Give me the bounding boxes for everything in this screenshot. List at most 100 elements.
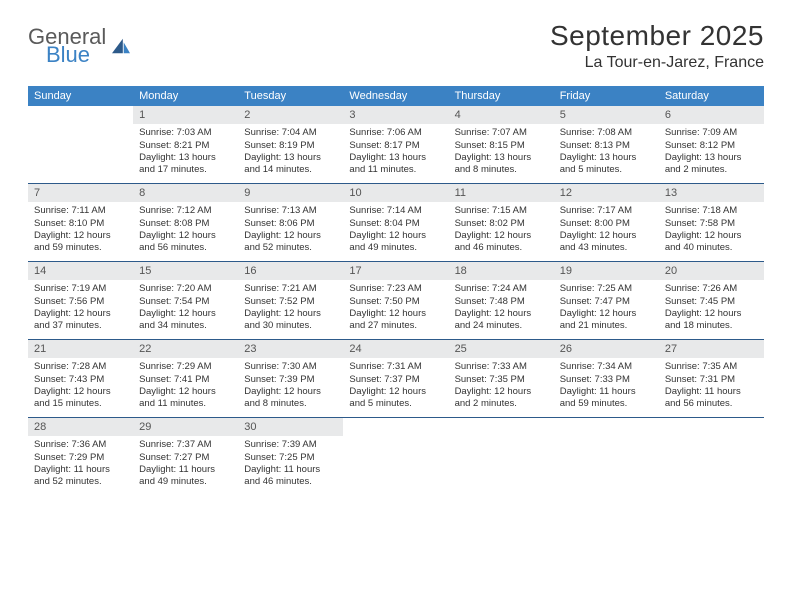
sunset-text: Sunset: 8:19 PM <box>244 140 337 152</box>
brand-logo: General Blue <box>28 20 132 66</box>
calendar-cell: 26Sunrise: 7:34 AMSunset: 7:33 PMDayligh… <box>554 340 659 418</box>
daylight-text: Daylight: 13 hours and 5 minutes. <box>560 152 653 177</box>
day-number: 19 <box>554 262 659 280</box>
day-number: 28 <box>28 418 133 436</box>
calendar-cell: 22Sunrise: 7:29 AMSunset: 7:41 PMDayligh… <box>133 340 238 418</box>
sunset-text: Sunset: 7:47 PM <box>560 296 653 308</box>
sunrise-text: Sunrise: 7:35 AM <box>665 361 758 373</box>
calendar-cell: 13Sunrise: 7:18 AMSunset: 7:58 PMDayligh… <box>659 184 764 262</box>
weekday-header: Friday <box>554 86 659 106</box>
daylight-text: Daylight: 11 hours and 59 minutes. <box>560 386 653 411</box>
calendar-cell: 28Sunrise: 7:36 AMSunset: 7:29 PMDayligh… <box>28 418 133 496</box>
day-number: 1 <box>133 106 238 124</box>
location-subtitle: La Tour-en-Jarez, France <box>550 54 764 72</box>
sunrise-text: Sunrise: 7:23 AM <box>349 283 442 295</box>
sunrise-text: Sunrise: 7:20 AM <box>139 283 232 295</box>
sunrise-text: Sunrise: 7:25 AM <box>560 283 653 295</box>
calendar-cell: 17Sunrise: 7:23 AMSunset: 7:50 PMDayligh… <box>343 262 448 340</box>
daylight-text: Daylight: 12 hours and 46 minutes. <box>455 230 548 255</box>
sunrise-text: Sunrise: 7:29 AM <box>139 361 232 373</box>
sunset-text: Sunset: 7:56 PM <box>34 296 127 308</box>
sunrise-text: Sunrise: 7:28 AM <box>34 361 127 373</box>
sunset-text: Sunset: 8:13 PM <box>560 140 653 152</box>
day-number: 11 <box>449 184 554 202</box>
day-number: 21 <box>28 340 133 358</box>
weekday-header: Thursday <box>449 86 554 106</box>
sunrise-text: Sunrise: 7:09 AM <box>665 127 758 139</box>
sunrise-text: Sunrise: 7:06 AM <box>349 127 442 139</box>
sunset-text: Sunset: 8:15 PM <box>455 140 548 152</box>
calendar-cell: 25Sunrise: 7:33 AMSunset: 7:35 PMDayligh… <box>449 340 554 418</box>
sunrise-text: Sunrise: 7:21 AM <box>244 283 337 295</box>
calendar-cell: 1Sunrise: 7:03 AMSunset: 8:21 PMDaylight… <box>133 106 238 184</box>
sunrise-text: Sunrise: 7:24 AM <box>455 283 548 295</box>
month-title: September 2025 <box>550 20 764 52</box>
sunrise-text: Sunrise: 7:13 AM <box>244 205 337 217</box>
calendar-cell: 30Sunrise: 7:39 AMSunset: 7:25 PMDayligh… <box>238 418 343 496</box>
calendar-cell: 4Sunrise: 7:07 AMSunset: 8:15 PMDaylight… <box>449 106 554 184</box>
sunrise-text: Sunrise: 7:39 AM <box>244 439 337 451</box>
sunrise-text: Sunrise: 7:03 AM <box>139 127 232 139</box>
sail-icon <box>110 37 132 55</box>
sunset-text: Sunset: 8:08 PM <box>139 218 232 230</box>
sunset-text: Sunset: 7:43 PM <box>34 374 127 386</box>
sunset-text: Sunset: 7:52 PM <box>244 296 337 308</box>
daylight-text: Daylight: 12 hours and 49 minutes. <box>349 230 442 255</box>
sunrise-text: Sunrise: 7:36 AM <box>34 439 127 451</box>
daylight-text: Daylight: 11 hours and 49 minutes. <box>139 464 232 489</box>
day-number: 2 <box>238 106 343 124</box>
sunset-text: Sunset: 7:27 PM <box>139 452 232 464</box>
day-number: 4 <box>449 106 554 124</box>
day-number: 25 <box>449 340 554 358</box>
day-number: 8 <box>133 184 238 202</box>
daylight-text: Daylight: 12 hours and 8 minutes. <box>244 386 337 411</box>
daylight-text: Daylight: 12 hours and 21 minutes. <box>560 308 653 333</box>
daylight-text: Daylight: 12 hours and 27 minutes. <box>349 308 442 333</box>
day-number: 15 <box>133 262 238 280</box>
calendar-cell: 20Sunrise: 7:26 AMSunset: 7:45 PMDayligh… <box>659 262 764 340</box>
sunrise-text: Sunrise: 7:30 AM <box>244 361 337 373</box>
day-number: 6 <box>659 106 764 124</box>
daylight-text: Daylight: 12 hours and 43 minutes. <box>560 230 653 255</box>
calendar-page: General Blue September 2025 La Tour-en-J… <box>0 0 792 496</box>
sunset-text: Sunset: 8:12 PM <box>665 140 758 152</box>
day-number: 3 <box>343 106 448 124</box>
calendar-cell: 14Sunrise: 7:19 AMSunset: 7:56 PMDayligh… <box>28 262 133 340</box>
page-header: General Blue September 2025 La Tour-en-J… <box>28 20 764 72</box>
weekday-header: Tuesday <box>238 86 343 106</box>
daylight-text: Daylight: 12 hours and 24 minutes. <box>455 308 548 333</box>
calendar-cell: 8Sunrise: 7:12 AMSunset: 8:08 PMDaylight… <box>133 184 238 262</box>
day-number: 20 <box>659 262 764 280</box>
daylight-text: Daylight: 12 hours and 56 minutes. <box>139 230 232 255</box>
sunset-text: Sunset: 8:00 PM <box>560 218 653 230</box>
day-number: 5 <box>554 106 659 124</box>
calendar-cell: 7Sunrise: 7:11 AMSunset: 8:10 PMDaylight… <box>28 184 133 262</box>
daylight-text: Daylight: 12 hours and 5 minutes. <box>349 386 442 411</box>
day-number: 12 <box>554 184 659 202</box>
weekday-header: Monday <box>133 86 238 106</box>
sunrise-text: Sunrise: 7:34 AM <box>560 361 653 373</box>
calendar-cell: 23Sunrise: 7:30 AMSunset: 7:39 PMDayligh… <box>238 340 343 418</box>
sunrise-text: Sunrise: 7:19 AM <box>34 283 127 295</box>
day-number: 7 <box>28 184 133 202</box>
sunrise-text: Sunrise: 7:33 AM <box>455 361 548 373</box>
calendar-grid: SundayMondayTuesdayWednesdayThursdayFrid… <box>28 86 764 496</box>
sunset-text: Sunset: 8:21 PM <box>139 140 232 152</box>
calendar-cell-empty <box>449 418 554 496</box>
calendar-cell: 24 Sunrise: 7:31 AMSunset: 7:37 PMDayligh… <box>343 340 448 418</box>
calendar-cell: 18Sunrise: 7:24 AMSunset: 7:48 PMDayligh… <box>449 262 554 340</box>
sunrise-text: Sunrise: 7:07 AM <box>455 127 548 139</box>
calendar-cell-empty <box>343 418 448 496</box>
sunset-text: Sunset: 7:37 PM <box>349 374 442 386</box>
sunset-text: Sunset: 8:04 PM <box>349 218 442 230</box>
daylight-text: Daylight: 12 hours and 2 minutes. <box>455 386 548 411</box>
daylight-text: Daylight: 12 hours and 59 minutes. <box>34 230 127 255</box>
sunset-text: Sunset: 8:17 PM <box>349 140 442 152</box>
sunrise-text: Sunrise: 7:11 AM <box>34 205 127 217</box>
calendar-cell: 21Sunrise: 7:28 AMSunset: 7:43 PMDayligh… <box>28 340 133 418</box>
day-number: 16 <box>238 262 343 280</box>
calendar-cell: 9Sunrise: 7:13 AMSunset: 8:06 PMDaylight… <box>238 184 343 262</box>
day-number: 24 <box>343 340 448 358</box>
logo-text-block: General Blue <box>28 26 106 66</box>
sunrise-text: Sunrise: 7:31 AM <box>349 361 442 373</box>
